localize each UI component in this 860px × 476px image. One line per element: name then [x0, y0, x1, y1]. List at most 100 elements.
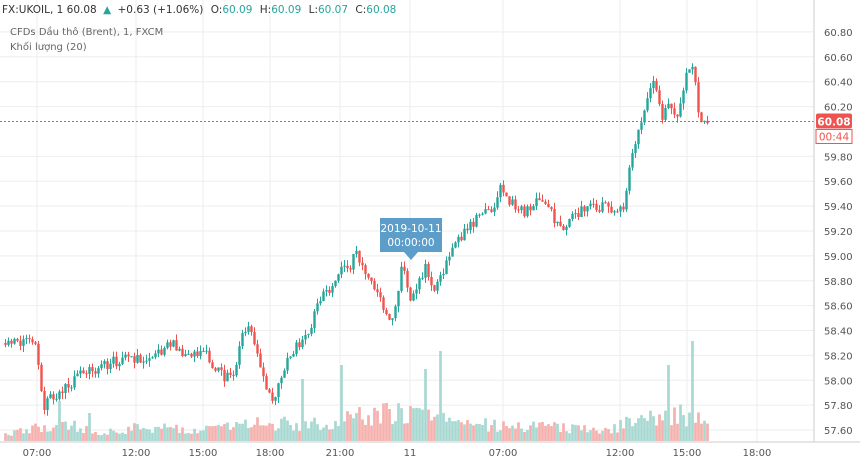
high-value: 60.09 — [271, 4, 301, 16]
candle-body — [454, 242, 457, 248]
candle-body — [655, 80, 658, 91]
price-tick-label: 59.60 — [824, 177, 853, 188]
candle-body — [706, 120, 709, 124]
candle-body — [73, 376, 76, 388]
current-price-label: 60.08 — [817, 117, 850, 129]
volume-bar — [229, 429, 232, 441]
candle-body — [277, 383, 280, 398]
candle-body — [181, 348, 184, 356]
candle-body — [496, 197, 499, 208]
candle-body — [52, 394, 55, 400]
candle-body — [637, 129, 640, 145]
candle-body — [253, 332, 256, 345]
volume-indicator-label[interactable]: Khối lượng (20) — [10, 41, 87, 53]
candle-body — [541, 200, 544, 202]
candle-body — [532, 206, 535, 211]
volume-bar — [295, 423, 298, 441]
volume-bar — [517, 422, 520, 441]
volume-bar — [256, 417, 259, 441]
candle-body — [436, 281, 439, 291]
candle-body — [199, 351, 202, 357]
candle-body — [172, 340, 175, 347]
candle-body — [535, 198, 538, 207]
volume-bar — [154, 426, 157, 441]
volume-bar — [202, 430, 205, 441]
candle-body — [34, 342, 37, 344]
volume-bar — [541, 421, 544, 441]
candle-body — [640, 122, 643, 130]
candle-body — [178, 348, 181, 351]
candle-body — [130, 356, 133, 358]
candle-body — [601, 202, 604, 212]
volume-bar — [163, 423, 166, 441]
volume-bar — [646, 420, 649, 441]
candle-body — [421, 277, 424, 279]
up-arrow-icon: ▲ — [103, 4, 112, 16]
volume-bar — [661, 420, 664, 441]
volume-bar — [250, 427, 253, 441]
price-tick-label: 60.20 — [824, 103, 853, 114]
candle-body — [382, 297, 385, 310]
instrument-label[interactable]: CFDs Dầu thô (Brent), 1, FXCM — [10, 26, 163, 38]
volume-bar — [46, 431, 49, 441]
candle-body — [502, 184, 505, 193]
candle-body — [100, 364, 103, 369]
candle-body — [490, 209, 493, 212]
candle-body — [493, 207, 496, 212]
volume-bar — [559, 431, 562, 441]
candle-body — [652, 80, 655, 89]
volume-bar — [460, 422, 463, 441]
candle-body — [517, 209, 520, 211]
volume-bar — [130, 430, 133, 441]
candle-body — [25, 338, 28, 340]
candle-body — [367, 273, 370, 278]
volume-bar — [259, 425, 262, 441]
candle-body — [700, 112, 703, 123]
volume-bar — [436, 414, 439, 441]
candle-body — [427, 263, 430, 278]
time-axis[interactable]: 07:00 12:00 15:00 18:00 21:00 11 07:00 12:00 15:… — [23, 448, 772, 459]
volume-bar — [451, 421, 454, 441]
volume-bar — [289, 425, 292, 441]
candle-body — [487, 209, 490, 211]
volume-bar — [547, 424, 550, 441]
volume-bar — [94, 431, 97, 441]
price-tick-label: 58.40 — [824, 327, 853, 338]
volume-bar — [544, 425, 547, 441]
candle-body — [643, 110, 646, 123]
current-price-badge: 60.08 00:44 — [815, 113, 853, 145]
volume-bar — [103, 433, 106, 441]
volume-bar — [337, 425, 340, 441]
candle-body — [370, 277, 373, 281]
candle-body — [508, 196, 511, 205]
volume-bar — [85, 426, 88, 441]
volume-bar — [469, 423, 472, 441]
bar-countdown-label: 00:44 — [819, 132, 850, 144]
price-tick-label: 59.20 — [824, 227, 853, 238]
volume-bar — [151, 432, 154, 441]
candle-body — [202, 351, 205, 353]
volume-bar — [142, 428, 145, 441]
volume-bar — [268, 423, 271, 441]
candle-body — [184, 354, 187, 356]
volume-bar — [238, 423, 241, 441]
volume-bar — [25, 429, 28, 441]
volume-bar — [658, 414, 661, 441]
volume-bar — [121, 432, 124, 441]
volume-bar — [145, 429, 148, 441]
candle-body — [556, 221, 559, 224]
price-axis[interactable]: 60.80 60.60 60.40 60.20 59.80 59.60 59.40 59.20… — [824, 28, 853, 437]
legend-header[interactable]: FX:UKOIL, 1 60.08 ▲ +0.63 (+1.06%) O:60.… — [2, 4, 396, 53]
volume-bar — [16, 429, 19, 441]
volume-bar — [382, 403, 385, 441]
candle-body — [250, 326, 253, 333]
candle-body — [511, 199, 514, 205]
volume-bar — [631, 426, 634, 441]
volume-bar — [400, 408, 403, 441]
candle-body — [649, 88, 652, 99]
volume-bar — [418, 408, 421, 441]
volume-bar — [652, 416, 655, 441]
candle-body — [160, 349, 163, 355]
